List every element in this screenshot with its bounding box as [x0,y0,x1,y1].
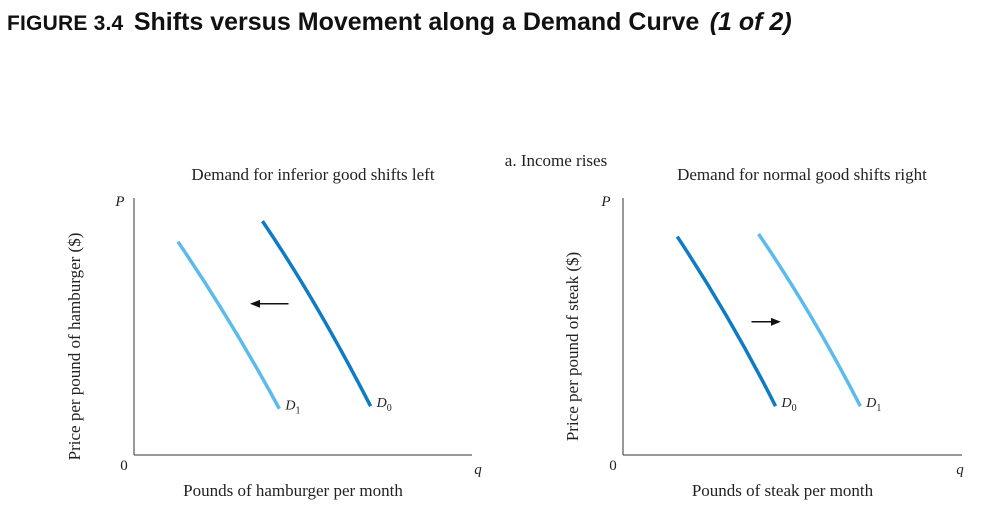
curve-label-d0: D0 [781,396,797,414]
demand-curve-d0 [260,220,373,407]
figure-part-label: (1 of 2) [709,8,792,36]
figure-label: FIGURE 3.4 [7,12,124,35]
curve-label-d1: D1 [865,396,881,414]
curve-label-d1: D1 [284,399,300,417]
origin-label: 0 [120,458,128,474]
figure-main-title: Shifts versus Movement along a Demand Cu… [133,8,700,36]
figure-title: FIGURE 3.4 Shifts versus Movement along … [7,8,792,37]
y-axis-label: Price per pound of hamburger ($) [65,233,84,461]
chart-panel-1: Demand for inferior good shifts left Poun… [65,165,482,500]
y-axis-label: Price per pound of steak ($) [563,252,582,441]
y-axis-symbol: P [600,194,610,210]
chart-panel-2: Demand for normal good shifts right Pound… [563,165,964,500]
curve-label-d0: D0 [376,396,392,414]
panel-heading: a. Income rises [505,151,607,170]
x-axis-label: Pounds of hamburger per month [183,481,403,500]
chart-title: Demand for normal good shifts right [677,165,927,184]
chart-title: Demand for inferior good shifts left [191,165,434,184]
origin-label: 0 [609,458,617,474]
x-axis-symbol: q [956,462,964,478]
x-axis-label: Pounds of steak per month [692,481,874,500]
y-axis-symbol: P [114,194,124,210]
demand-curve-d1 [757,232,862,407]
x-axis-symbol: q [474,462,482,478]
demand-curve-d0 [675,235,778,407]
demand-curve-d1 [176,240,281,410]
